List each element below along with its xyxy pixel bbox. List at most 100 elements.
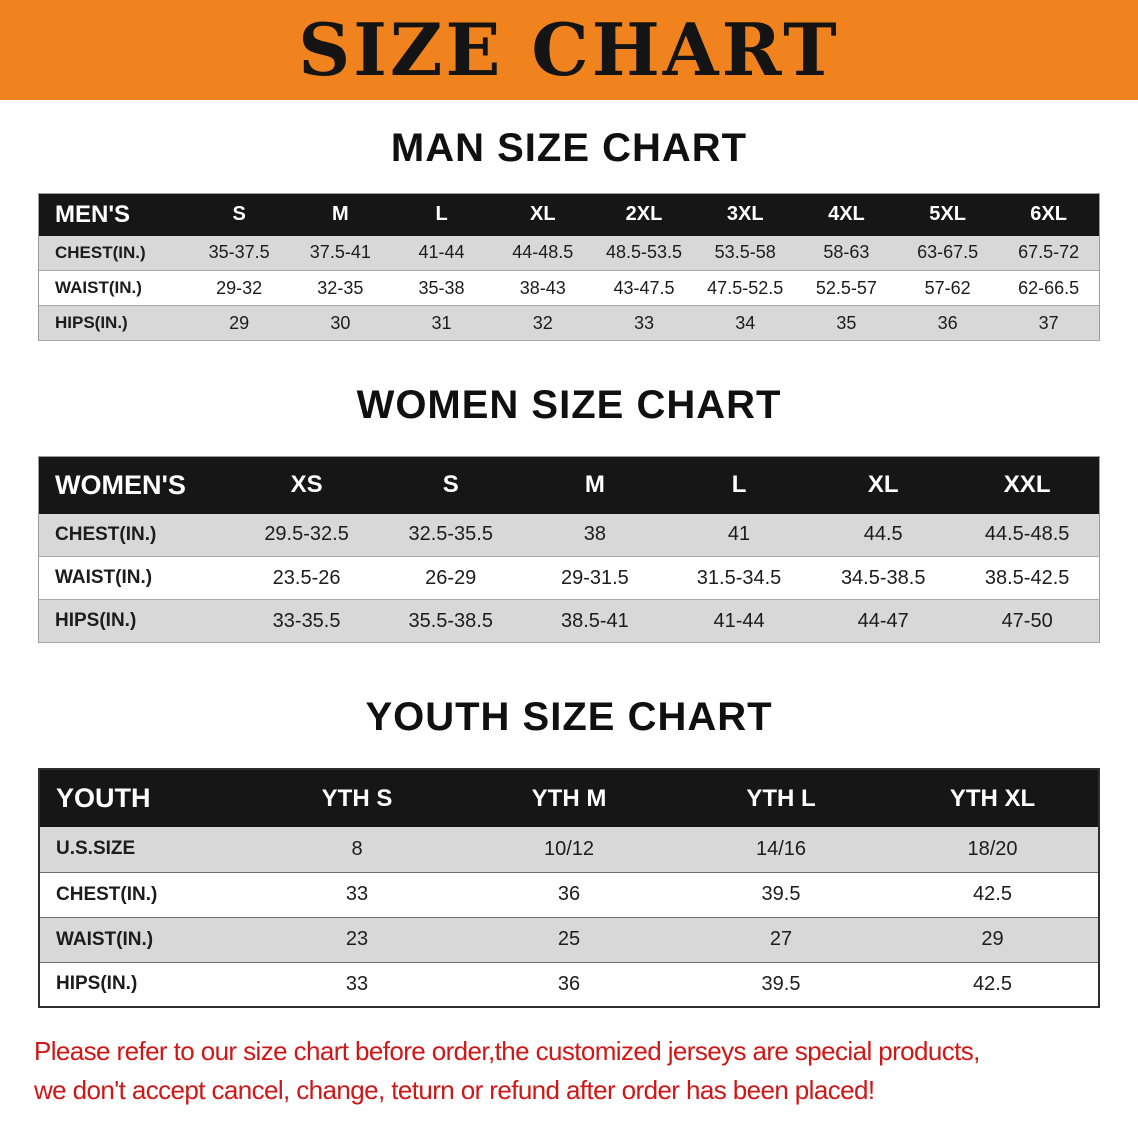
value-cell: 41 bbox=[666, 513, 812, 557]
value-cell: 33 bbox=[251, 872, 463, 918]
size-header-cell: 5XL bbox=[897, 193, 999, 236]
value-cell: 23 bbox=[251, 917, 463, 963]
table-name-cell: WOMEN'S bbox=[38, 456, 235, 514]
value-cell: 29-32 bbox=[188, 270, 290, 306]
value-cell: 29.5-32.5 bbox=[234, 513, 379, 557]
disclaimer-text: Please refer to our size chart before or… bbox=[0, 1032, 1138, 1110]
disclaimer-line-1: Please refer to our size chart before or… bbox=[34, 1036, 980, 1066]
value-cell: 29 bbox=[887, 917, 1099, 963]
value-cell: 44.5-48.5 bbox=[955, 513, 1100, 557]
man-section-heading: MAN SIZE CHART bbox=[390, 126, 748, 170]
measure-row: HIPS(IN.) 33 36 39.5 42.5 bbox=[39, 962, 1099, 1008]
value-cell: 36 bbox=[897, 305, 999, 341]
man-table-wrap: MEN'S S M L XL 2XL 3XL 4XL 5XL 6XL CHEST(IN.) 35-37… bbox=[0, 193, 1138, 341]
youth-section-heading: YOUTH SIZE CHART bbox=[365, 695, 773, 739]
row-label-cell: WAIST(IN.) bbox=[39, 917, 251, 963]
value-cell: 62-66.5 bbox=[998, 270, 1100, 306]
value-cell: 14/16 bbox=[675, 827, 887, 873]
measure-row: WAIST(IN.) 23 25 27 29 bbox=[39, 917, 1099, 963]
value-cell: 31.5-34.5 bbox=[666, 556, 812, 600]
value-cell: 32.5-35.5 bbox=[378, 513, 523, 557]
value-cell: 47.5-52.5 bbox=[694, 270, 796, 306]
size-header-cell: 2XL bbox=[593, 193, 695, 236]
row-label-cell: CHEST(IN.) bbox=[38, 513, 235, 557]
man-size-table: MEN'S S M L XL 2XL 3XL 4XL 5XL 6XL CHEST(IN.) 35-37… bbox=[38, 193, 1100, 341]
row-label-cell: CHEST(IN.) bbox=[39, 872, 251, 918]
value-cell: 44-47 bbox=[811, 599, 956, 643]
value-cell: 36 bbox=[463, 962, 675, 1008]
value-cell: 31 bbox=[390, 305, 493, 341]
size-header-cell: S bbox=[188, 193, 290, 236]
row-label-cell: HIPS(IN.) bbox=[38, 599, 235, 643]
value-cell: 52.5-57 bbox=[795, 270, 898, 306]
size-header-cell: M bbox=[522, 456, 667, 514]
header-row: YOUTH YTH S YTH M YTH L YTH XL bbox=[39, 769, 1099, 827]
measure-row: CHEST(IN.) 29.5-32.5 32.5-35.5 38 41 44.5 44.5… bbox=[38, 513, 1100, 557]
row-label-cell: HIPS(IN.) bbox=[39, 962, 251, 1008]
size-chart-banner: SIZE CHART bbox=[0, 0, 1138, 100]
measure-row: CHEST(IN.) 35-37.5 37.5-41 41-44 44-48.5 48.5… bbox=[38, 235, 1100, 271]
value-cell: 38-43 bbox=[492, 270, 594, 306]
size-header-cell: 4XL bbox=[795, 193, 898, 236]
value-cell: 33 bbox=[251, 962, 463, 1008]
table-name-cell: MEN'S bbox=[38, 193, 189, 236]
row-label-cell: HIPS(IN.) bbox=[38, 305, 189, 341]
size-header-cell: XL bbox=[811, 456, 956, 514]
size-header-cell: L bbox=[666, 456, 812, 514]
row-label-cell: U.S.SIZE bbox=[39, 827, 251, 873]
value-cell: 44.5 bbox=[811, 513, 956, 557]
value-cell: 18/20 bbox=[887, 827, 1099, 873]
value-cell: 47-50 bbox=[955, 599, 1100, 643]
value-cell: 35-37.5 bbox=[188, 235, 290, 271]
size-header-cell: YTH M bbox=[463, 769, 675, 827]
value-cell: 39.5 bbox=[675, 872, 887, 918]
value-cell: 42.5 bbox=[887, 962, 1099, 1008]
value-cell: 34 bbox=[694, 305, 796, 341]
value-cell: 44-48.5 bbox=[492, 235, 594, 271]
value-cell: 33 bbox=[593, 305, 695, 341]
value-cell: 58-63 bbox=[795, 235, 898, 271]
value-cell: 37.5-41 bbox=[289, 235, 391, 271]
value-cell: 35-38 bbox=[390, 270, 493, 306]
value-cell: 57-62 bbox=[897, 270, 999, 306]
size-header-cell: 6XL bbox=[998, 193, 1100, 236]
size-header-cell: S bbox=[378, 456, 523, 514]
value-cell: 48.5-53.5 bbox=[593, 235, 695, 271]
value-cell: 39.5 bbox=[675, 962, 887, 1008]
value-cell: 32-35 bbox=[289, 270, 391, 306]
value-cell: 35.5-38.5 bbox=[378, 599, 523, 643]
value-cell: 10/12 bbox=[463, 827, 675, 873]
youth-table-wrap: YOUTH YTH S YTH M YTH L YTH XL U.S.SIZE 8 10/12… bbox=[0, 768, 1138, 1008]
value-cell: 33-35.5 bbox=[234, 599, 379, 643]
women-size-table: WOMEN'S XS S M L XL XXL CHEST(IN.) 29.5-32.5 32.5… bbox=[38, 456, 1100, 643]
value-cell: 36 bbox=[463, 872, 675, 918]
value-cell: 26-29 bbox=[378, 556, 523, 600]
header-row: WOMEN'S XS S M L XL XXL bbox=[38, 456, 1100, 514]
size-header-cell: YTH S bbox=[251, 769, 463, 827]
measure-row: CHEST(IN.) 33 36 39.5 42.5 bbox=[39, 872, 1099, 918]
value-cell: 29 bbox=[188, 305, 290, 341]
women-section-heading: WOMEN SIZE CHART bbox=[356, 383, 782, 427]
value-cell: 41-44 bbox=[666, 599, 812, 643]
value-cell: 43-47.5 bbox=[593, 270, 695, 306]
size-header-cell: XS bbox=[234, 456, 379, 514]
value-cell: 32 bbox=[492, 305, 594, 341]
header-row: MEN'S S M L XL 2XL 3XL 4XL 5XL 6XL bbox=[38, 193, 1100, 236]
value-cell: 63-67.5 bbox=[897, 235, 999, 271]
value-cell: 41-44 bbox=[390, 235, 493, 271]
measure-row: U.S.SIZE 8 10/12 14/16 18/20 bbox=[39, 827, 1099, 873]
measure-row: WAIST(IN.) 29-32 32-35 35-38 38-43 43-47.5 47.… bbox=[38, 270, 1100, 306]
banner-title: SIZE CHART bbox=[298, 7, 840, 92]
value-cell: 23.5-26 bbox=[234, 556, 379, 600]
value-cell: 53.5-58 bbox=[694, 235, 796, 271]
row-label-cell: CHEST(IN.) bbox=[38, 235, 189, 271]
size-header-cell: XXL bbox=[955, 456, 1100, 514]
size-header-cell: XL bbox=[492, 193, 594, 236]
value-cell: 38.5-42.5 bbox=[955, 556, 1100, 600]
table-name-cell: YOUTH bbox=[39, 769, 251, 827]
measure-row: HIPS(IN.) 33-35.5 35.5-38.5 38.5-41 41-44 44-… bbox=[38, 599, 1100, 643]
value-cell: 38 bbox=[522, 513, 667, 557]
value-cell: 37 bbox=[998, 305, 1100, 341]
value-cell: 38.5-41 bbox=[522, 599, 667, 643]
value-cell: 30 bbox=[289, 305, 391, 341]
